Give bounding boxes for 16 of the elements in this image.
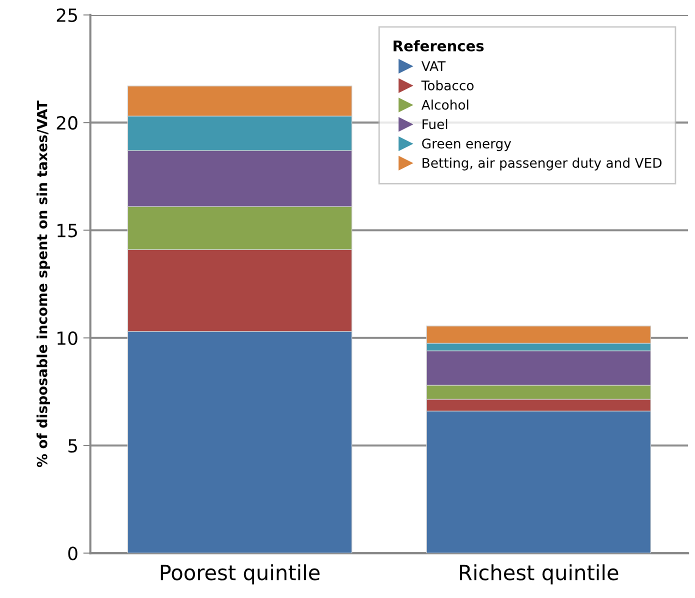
legend-label: Fuel bbox=[422, 118, 448, 130]
y-tick-label: 10 bbox=[58, 331, 78, 345]
legend-title: References bbox=[394, 40, 484, 52]
y-tick-label: 0 bbox=[68, 546, 78, 560]
legend-label: Alcohol bbox=[421, 100, 468, 110]
y-tick-label: 15 bbox=[58, 224, 77, 238]
legend-label: Green energy bbox=[422, 138, 512, 152]
x-tick-label: Richest quintile bbox=[460, 564, 618, 584]
y-tick-label: 5 bbox=[68, 439, 77, 453]
legend-label: VAT bbox=[421, 61, 446, 71]
y-tick-label: 20 bbox=[56, 116, 78, 130]
legend-label: Tobacco bbox=[421, 80, 474, 90]
y-tick-label: 25 bbox=[56, 8, 77, 22]
legend-label: Betting, air passenger duty and VED bbox=[422, 158, 662, 170]
y-axis-title: % of disposable income spent on sin taxes/VAT bbox=[36, 100, 50, 468]
x-tick-label: Poorest quintile bbox=[160, 564, 320, 584]
